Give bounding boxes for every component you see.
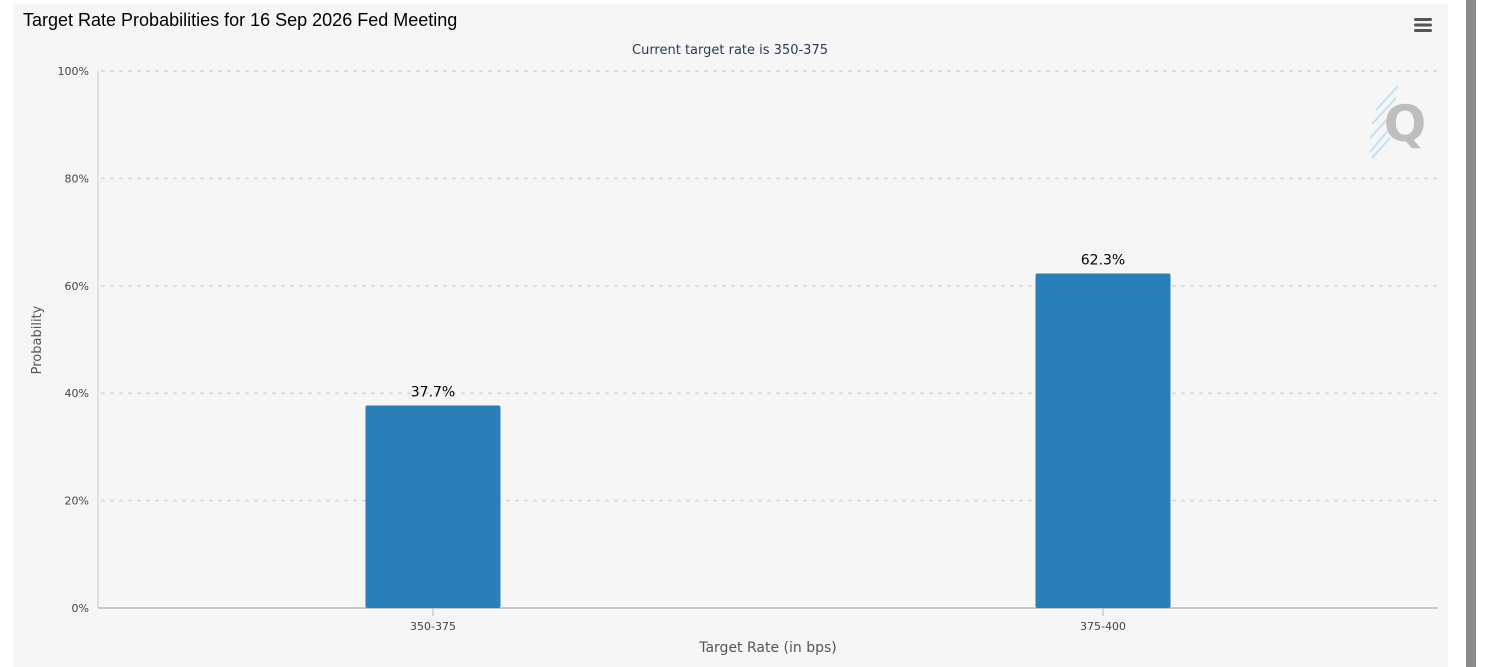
y-tick-label: 0% <box>72 602 89 615</box>
data-label: 37.7% <box>411 385 455 401</box>
chart-subtitle: Current target rate is 350-375 <box>632 43 828 58</box>
page-title: Target Rate Probabilities for 16 Sep 202… <box>23 10 458 30</box>
y-tick-label: 60% <box>65 280 89 293</box>
x-axis-ticks: 350-375 375-400 <box>410 608 1126 633</box>
y-tick-label: 80% <box>65 172 89 185</box>
gridlines <box>101 70 1439 502</box>
bar-350-375[interactable] <box>365 405 501 608</box>
y-axis-ticks: 0% 20% 40% 60% 80% 100% <box>58 65 89 615</box>
bars: 37.7% 62.3% <box>365 252 1171 608</box>
data-label: 62.3% <box>1081 252 1125 268</box>
y-tick-label: 100% <box>58 65 89 78</box>
q-logo-icon: Q <box>1369 85 1427 159</box>
y-axis-label: Probability <box>30 305 45 374</box>
x-axis-label: Target Rate (in bps) <box>698 640 837 656</box>
x-tick-label: 375-400 <box>1080 620 1126 633</box>
svg-text:Q: Q <box>1384 95 1427 153</box>
y-tick-label: 20% <box>65 495 89 508</box>
x-tick-label: 350-375 <box>410 620 456 633</box>
scrollbar[interactable] <box>1466 0 1476 667</box>
bar-chart: 0% 20% 40% 60% 80% 100% 37.7% 62.3% 350-375 375… <box>30 43 1439 656</box>
bar-375-400[interactable] <box>1035 273 1171 608</box>
hamburger-menu-icon[interactable] <box>1409 12 1437 38</box>
chart-panel <box>13 4 1448 667</box>
y-tick-label: 40% <box>65 387 89 400</box>
